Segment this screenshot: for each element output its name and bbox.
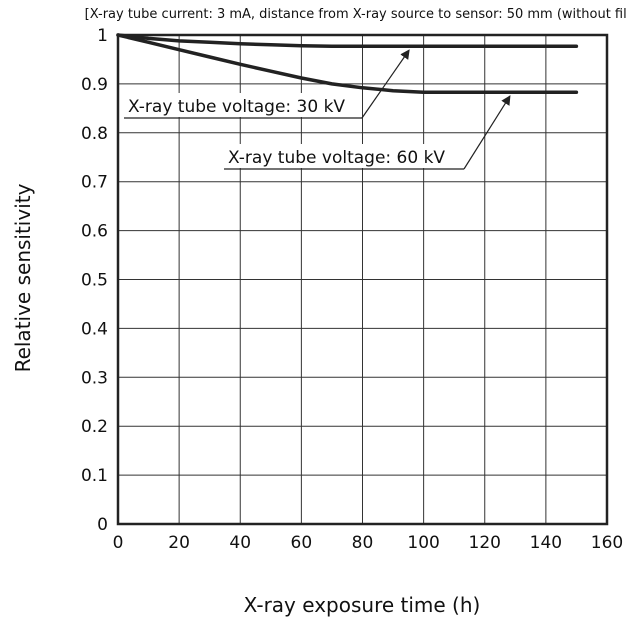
y-tick-label: 0.8 — [81, 124, 108, 144]
callout-arrow — [361, 49, 410, 119]
x-tick-label: 0 — [113, 533, 124, 553]
chart-note: [X-ray tube current: 3 mA, distance from… — [85, 7, 626, 22]
callout-label: X-ray tube voltage: 30 kV — [128, 97, 345, 117]
x-tick-label: 60 — [291, 533, 313, 553]
y-tick-label: 0.3 — [81, 368, 108, 388]
y-axis-title: Relative sensitivity — [11, 183, 35, 372]
y-tick-label: 0.6 — [81, 222, 108, 242]
annotations: X-ray tube voltage: 30 kV X-ray tube volt… — [124, 49, 511, 170]
y-tick-label: 0 — [97, 515, 108, 535]
x-tick-label: 100 — [407, 533, 439, 553]
callout-bg — [224, 144, 464, 168]
callout-arrow — [463, 95, 511, 170]
x-tick-label: 120 — [469, 533, 501, 553]
y-tick-label: 0.7 — [81, 173, 108, 193]
tick-labels: 0 20 40 60 80 100 120 140 160 0 0.1 0.2 0.3 0.4 0.5 0.6… — [81, 26, 623, 553]
x-tick-label: 140 — [530, 533, 562, 553]
callout-bg — [124, 93, 362, 117]
x-tick-label: 40 — [229, 533, 251, 553]
y-tick-label: 0.9 — [81, 75, 108, 95]
series-layer — [116, 33, 579, 94]
x-tick-label: 160 — [591, 533, 623, 553]
grid — [117, 34, 608, 525]
callout-label: X-ray tube voltage: 60 kV — [228, 148, 445, 168]
y-tick-label: 0.5 — [81, 271, 108, 291]
x-axis-title: X-ray exposure time (h) — [244, 593, 481, 617]
y-tick-label: 0.1 — [81, 466, 108, 486]
x-tick-label: 20 — [168, 533, 190, 553]
series-line-60kv — [116, 33, 579, 94]
x-tick-label: 80 — [352, 533, 374, 553]
series-line-30kv — [116, 33, 579, 48]
y-tick-label: 0.2 — [81, 417, 108, 437]
y-tick-label: 0.4 — [81, 319, 108, 339]
y-tick-label: 1 — [97, 26, 108, 46]
plot-frame — [116, 33, 609, 526]
